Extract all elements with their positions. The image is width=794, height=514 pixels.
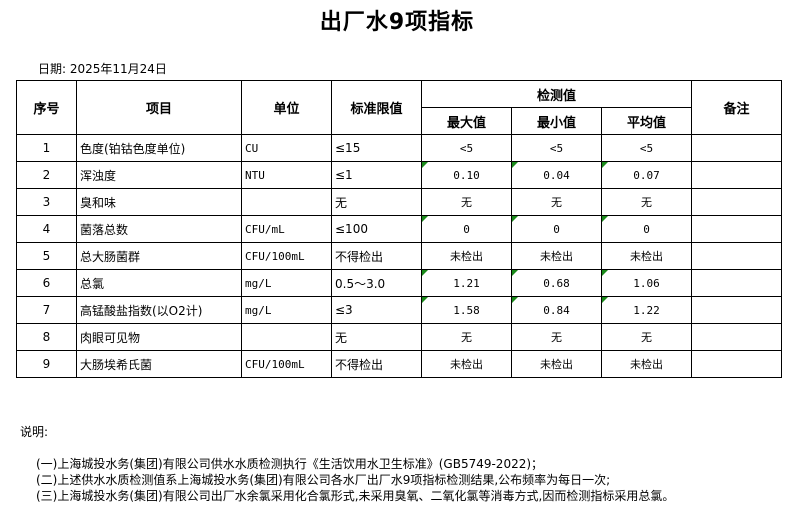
cell-unit: CU	[241, 134, 332, 162]
table-row: 6 总氯 mg/L 0.5～3.0 1.21 0.68 1.06	[16, 269, 783, 297]
cell-limit: 不得检出	[331, 242, 422, 270]
cell-avg: 0	[600, 215, 693, 243]
cell-item: 总氯	[76, 269, 242, 297]
header-limit: 标准限值	[331, 80, 422, 135]
cell-remark	[691, 296, 783, 324]
cell-remark	[691, 242, 783, 270]
cell-max: 未检出	[421, 350, 512, 378]
cell-avg: 0.07	[600, 161, 693, 189]
cell-avg: 未检出	[600, 242, 693, 270]
cell-avg: 1.06	[600, 269, 693, 297]
report-date: 日期: 2025年11月24日	[38, 62, 167, 76]
cell-unit	[241, 323, 332, 351]
header-measured: 检测值	[420, 80, 693, 108]
cell-item: 大肠埃希氏菌	[76, 350, 242, 378]
cell-avg: 无	[600, 323, 693, 351]
cell-remark	[691, 323, 783, 351]
header-seq: 序号	[16, 80, 77, 135]
cell-min: 无	[511, 323, 602, 351]
cell-seq: 2	[16, 161, 77, 189]
cell-item: 肉眼可见物	[76, 323, 242, 351]
cell-seq: 4	[16, 215, 77, 243]
header-remark: 备注	[691, 80, 783, 135]
header-avg: 平均值	[600, 107, 693, 135]
cell-avg: 未检出	[600, 350, 693, 378]
table-row: 3 臭和味无无无无	[16, 188, 783, 216]
cell-min: 无	[511, 188, 602, 216]
table-row: 8 肉眼可见物无无无无	[16, 323, 783, 351]
cell-seq: 8	[16, 323, 77, 351]
cell-avg: 1.22	[600, 296, 693, 324]
cell-remark	[691, 215, 783, 243]
cell-remark	[691, 134, 783, 162]
cell-unit: CFU/100mL	[241, 350, 332, 378]
cell-unit: mg/L	[241, 269, 332, 297]
table-row: 1 色度(铂钴色度单位) CU ≤15 <5 <5 <5	[16, 134, 783, 162]
cell-limit: 无	[331, 323, 422, 351]
note-3: (三)上海城投水务(集团)有限公司出厂水余氯采用化合氯形式,未采用臭氧、二氧化氯…	[36, 489, 675, 503]
header-min: 最小值	[511, 107, 602, 135]
table-row: 4 菌落总数 CFU/mL ≤100 0 0 0	[16, 215, 783, 243]
cell-item: 臭和味	[76, 188, 242, 216]
cell-unit: CFU/mL	[241, 215, 332, 243]
cell-min: <5	[511, 134, 602, 162]
cell-seq: 9	[16, 350, 77, 378]
water-quality-table: 序号 项目 单位 标准限值 检测值 备注 最大值 最小值 平均值 1 色度(铂钴色…	[16, 80, 783, 378]
cell-item: 色度(铂钴色度单位)	[76, 134, 242, 162]
cell-min: 0.68	[511, 269, 602, 297]
cell-max: 无	[421, 323, 512, 351]
header-item: 项目	[76, 80, 242, 135]
cell-max: 1.21	[421, 269, 512, 297]
cell-remark	[691, 188, 783, 216]
cell-unit: NTU	[241, 161, 332, 189]
subheader-row: 最大值 最小值 平均值	[17, 107, 782, 135]
header-unit: 单位	[241, 80, 332, 135]
cell-max: 未检出	[421, 242, 512, 270]
cell-limit: 0.5～3.0	[331, 269, 422, 297]
cell-item: 总大肠菌群	[76, 242, 242, 270]
table-row: 7 高锰酸盐指数(以O2计) mg/L ≤3 1.58 0.84 1.22	[16, 296, 783, 324]
table-row: 2 浑浊度 NTU ≤1 0.10 0.04 0.07	[16, 161, 783, 189]
cell-limit: ≤100	[331, 215, 422, 243]
cell-max: 0.10	[421, 161, 512, 189]
cell-seq: 7	[16, 296, 77, 324]
cell-seq: 1	[16, 134, 77, 162]
cell-seq: 5	[16, 242, 77, 270]
cell-max: 1.58	[421, 296, 512, 324]
cell-max: <5	[421, 134, 512, 162]
note-1: (一)上海城投水务(集团)有限公司供水水质检测执行《生活饮用水卫生标准》(GB5…	[36, 457, 544, 471]
cell-avg: 无	[600, 188, 693, 216]
cell-item: 菌落总数	[76, 215, 242, 243]
cell-unit: mg/L	[241, 296, 332, 324]
notes-label: 说明:	[20, 425, 49, 439]
note-2: (二)上述供水水质检测值系上海城投水务(集团)有限公司各水厂出厂水9项指标检测结…	[36, 473, 611, 487]
header-row: 序号 项目 单位 标准限值 检测值 备注	[16, 80, 783, 135]
cell-limit: ≤3	[331, 296, 422, 324]
header-max: 最大值	[421, 107, 512, 135]
cell-seq: 6	[16, 269, 77, 297]
cell-max: 无	[421, 188, 512, 216]
cell-avg: <5	[600, 134, 693, 162]
cell-limit: 无	[331, 188, 422, 216]
cell-limit: ≤15	[331, 134, 422, 162]
page-title: 出厂水9项指标	[319, 10, 475, 35]
cell-max: 0	[421, 215, 512, 243]
cell-seq: 3	[16, 188, 77, 216]
cell-item: 高锰酸盐指数(以O2计)	[76, 296, 242, 324]
table-row: 9 大肠埃希氏菌 CFU/100mL 不得检出 未检出 未检出 未检出	[16, 350, 783, 378]
cell-min: 未检出	[511, 350, 602, 378]
cell-min: 未检出	[511, 242, 602, 270]
cell-remark	[691, 350, 783, 378]
cell-unit	[241, 188, 332, 216]
cell-limit: 不得检出	[331, 350, 422, 378]
cell-remark	[691, 269, 783, 297]
table-row: 5 总大肠菌群 CFU/100mL 不得检出 未检出 未检出 未检出	[16, 242, 783, 270]
cell-min: 0	[511, 215, 602, 243]
cell-min: 0.04	[511, 161, 602, 189]
cell-unit: CFU/100mL	[241, 242, 332, 270]
cell-remark	[691, 161, 783, 189]
cell-limit: ≤1	[331, 161, 422, 189]
cell-min: 0.84	[511, 296, 602, 324]
cell-item: 浑浊度	[76, 161, 242, 189]
